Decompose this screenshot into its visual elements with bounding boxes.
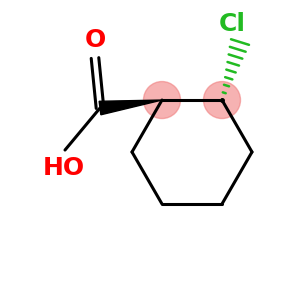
Polygon shape (99, 100, 162, 115)
Circle shape (143, 82, 181, 118)
Circle shape (203, 82, 241, 118)
Text: O: O (84, 28, 106, 52)
Text: HO: HO (43, 156, 85, 180)
Text: Cl: Cl (218, 12, 245, 36)
